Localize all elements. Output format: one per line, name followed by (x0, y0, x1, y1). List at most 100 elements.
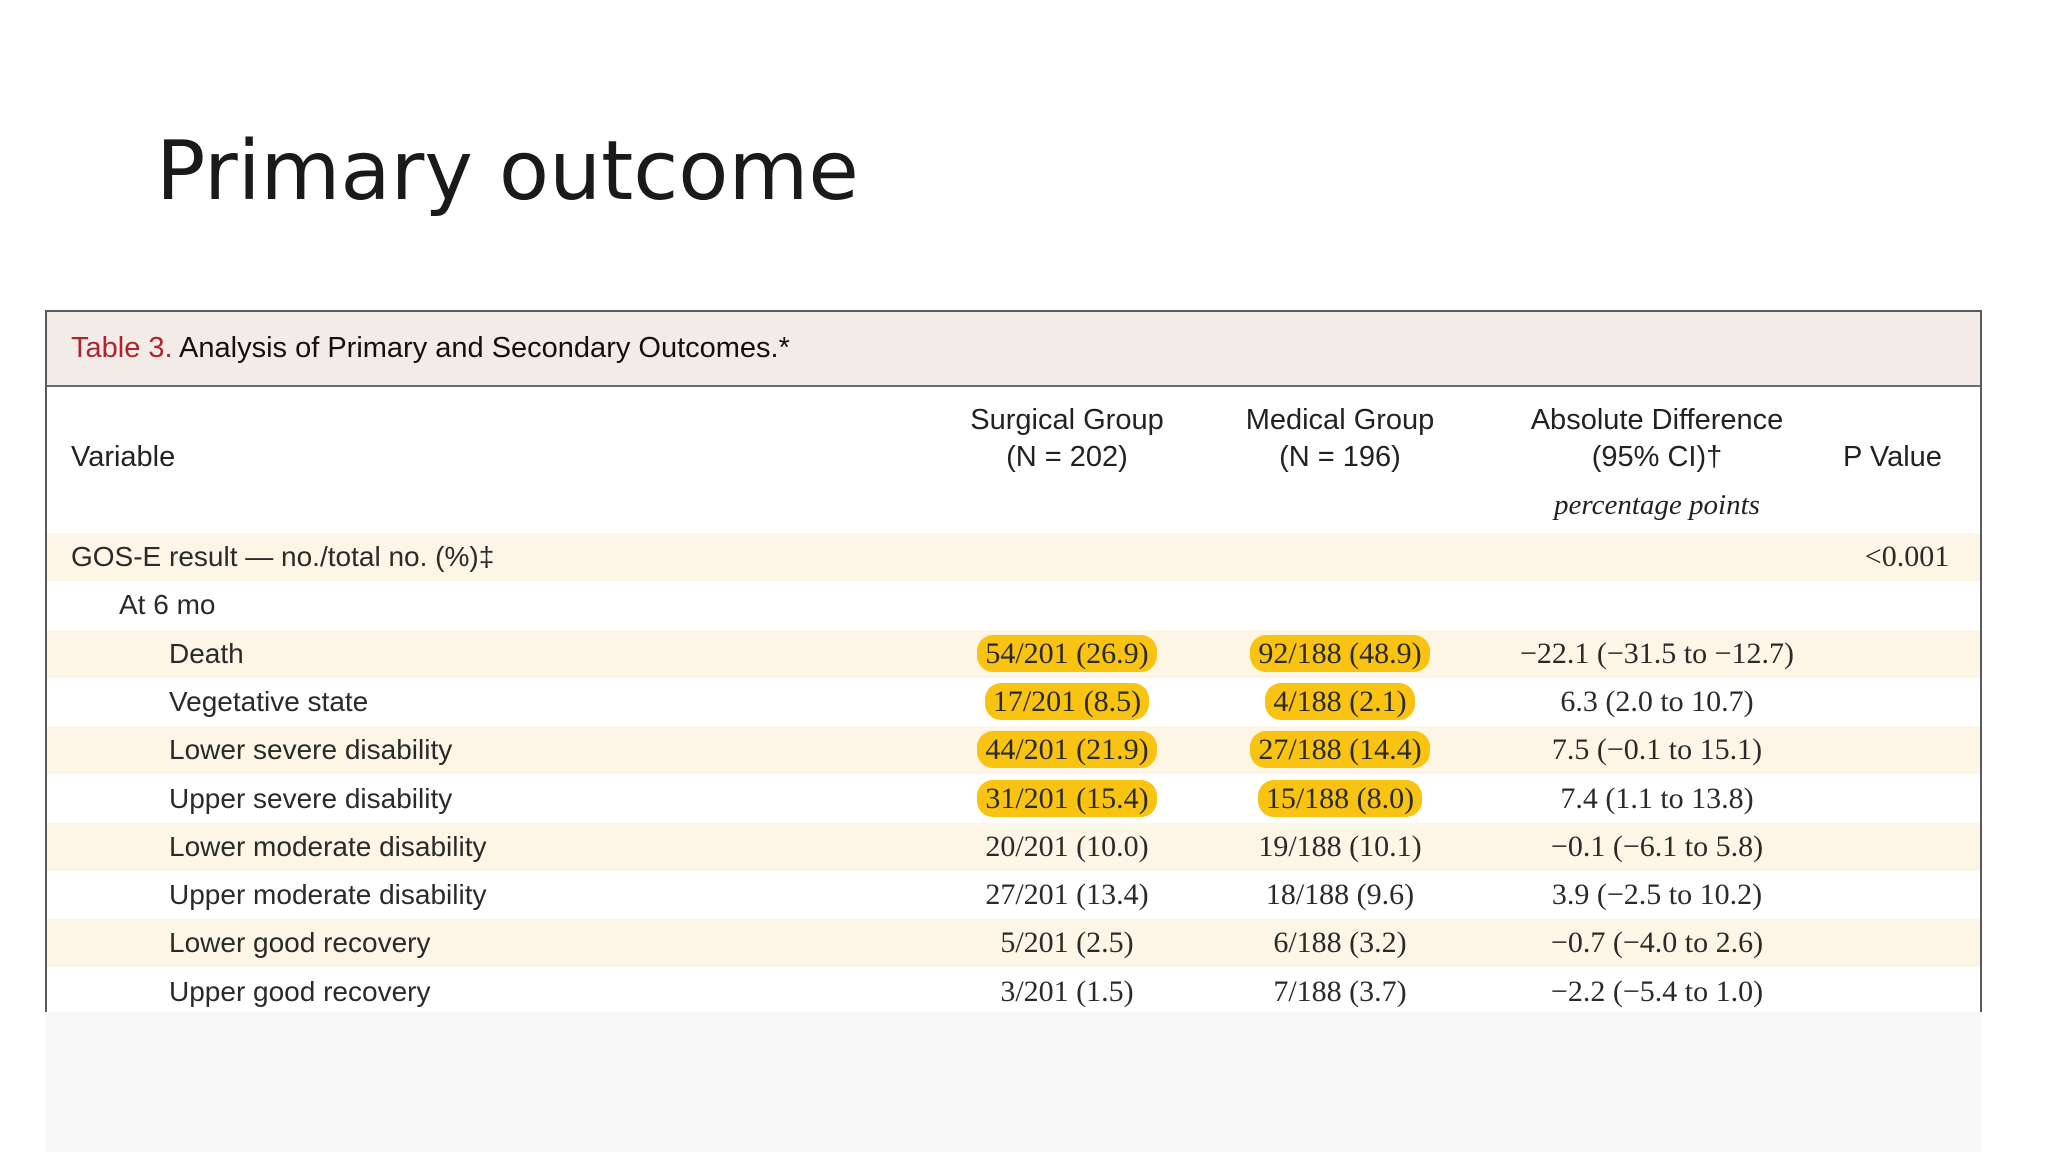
cell-difference: −0.7 (−4.0 to 2.6) (1477, 919, 1837, 967)
cell-medical-value: 92/188 (48.9) (1250, 634, 1430, 672)
cell-variable: Lower moderate disability (169, 830, 487, 862)
cell-variable: GOS-E result — no./total no. (%)‡ (71, 541, 495, 572)
cell-medical-value: 6/188 (3.2) (1273, 926, 1407, 960)
cell-medical: 7/188 (3.7) (1200, 968, 1480, 1012)
cell-difference (1477, 581, 1837, 629)
cell-medical-value: 15/188 (8.0) (1257, 779, 1423, 817)
cell-p-value (1837, 678, 1977, 726)
table-row: Lower good recovery 5/201 (2.5) 6/188 (3.2… (47, 919, 1980, 968)
table-row: Vegetative state 17/201 (8.5) 4/188 (2.1) 6… (47, 678, 1980, 726)
cell-variable: Upper good recovery (169, 975, 431, 1007)
table-row: Lower severe disability 44/201 (21.9) 27/1… (47, 726, 1980, 775)
cell-variable: Lower good recovery (169, 927, 431, 959)
cell-surgical: 3/201 (1.5) (927, 968, 1207, 1012)
cell-medical: 92/188 (48.9) (1200, 630, 1480, 678)
cell-difference: 7.5 (−0.1 to 15.1) (1477, 726, 1837, 774)
table-caption-text: Analysis of Primary and Secondary Outcom… (172, 332, 790, 364)
cell-p-value (1837, 968, 1977, 1012)
cell-medical (1200, 533, 1480, 581)
cell-p-value (1837, 823, 1977, 871)
header-medical-n: (N = 196) (1279, 441, 1401, 473)
cell-medical-value: 7/188 (3.7) (1273, 974, 1407, 1008)
cell-variable: Upper moderate disability (169, 879, 487, 911)
table-row: GOS-E result — no./total no. (%)‡ <0.001 (47, 533, 1980, 581)
cell-difference: −2.2 (−5.4 to 1.0) (1477, 968, 1837, 1012)
cell-medical: 27/188 (14.4) (1200, 726, 1480, 774)
cell-surgical-value: 31/201 (15.4) (977, 779, 1157, 817)
header-ci: (95% CI)† (1591, 441, 1723, 473)
cell-medical: 15/188 (8.0) (1200, 775, 1480, 823)
cell-difference: 7.4 (1.1 to 13.8) (1477, 775, 1837, 823)
table-row: At 6 mo (47, 581, 1980, 629)
cell-p-value (1837, 726, 1977, 774)
table-caption: Table 3. Analysis of Primary and Seconda… (71, 332, 790, 365)
cell-difference-value: 6.3 (2.0 to 10.7) (1560, 684, 1754, 718)
outcomes-table: Table 3. Analysis of Primary and Seconda… (45, 310, 1982, 1012)
header-p-value: P Value (1843, 441, 1942, 473)
cell-surgical-value: 27/201 (13.4) (985, 878, 1149, 912)
cell-medical: 19/188 (10.1) (1200, 823, 1480, 871)
cell-p-value-value: <0.001 (1864, 540, 1950, 573)
header-medical-group: Medical Group (1245, 404, 1435, 436)
cell-surgical (927, 533, 1207, 581)
table-caption-label: Table 3. (71, 332, 173, 364)
cell-surgical: 31/201 (15.4) (927, 775, 1207, 823)
cell-surgical-value: 3/201 (1.5) (1000, 974, 1134, 1008)
cell-surgical: 54/201 (26.9) (927, 630, 1207, 678)
cell-difference-value: 7.4 (1.1 to 13.8) (1560, 781, 1754, 815)
slide-title: Primary outcome (156, 124, 859, 219)
cell-difference-value: −0.7 (−4.0 to 2.6) (1550, 926, 1764, 960)
cell-difference-value: −22.1 (−31.5 to −12.7) (1519, 636, 1795, 670)
cell-difference-value: −2.2 (−5.4 to 1.0) (1550, 974, 1764, 1008)
table-row: Upper good recovery 3/201 (1.5) 7/188 (3.7… (47, 968, 1980, 1012)
slide-bottom-area (45, 1012, 1982, 1152)
header-units: percentage points (1554, 489, 1760, 521)
cell-medical: 18/188 (9.6) (1200, 871, 1480, 919)
cell-medical: 6/188 (3.2) (1200, 919, 1480, 967)
cell-variable: At 6 mo (119, 589, 216, 621)
table-row: Upper moderate disability 27/201 (13.4) 18… (47, 871, 1980, 919)
cell-surgical-value: 5/201 (2.5) (1000, 926, 1134, 960)
cell-p-value (1837, 581, 1977, 629)
header-surgical-n: (N = 202) (1006, 441, 1128, 473)
cell-variable: Lower severe disability (169, 734, 453, 766)
cell-p-value (1837, 630, 1977, 678)
cell-surgical-value: 17/201 (8.5) (984, 682, 1150, 720)
cell-p-value (1837, 871, 1977, 919)
cell-surgical: 5/201 (2.5) (927, 919, 1207, 967)
cell-difference: −0.1 (−6.1 to 5.8) (1477, 823, 1837, 871)
header-variable: Variable (71, 441, 176, 473)
cell-surgical-value: 20/201 (10.0) (985, 829, 1149, 863)
cell-p-value (1837, 775, 1977, 823)
cell-variable: Upper severe disability (169, 782, 453, 814)
cell-surgical-value: 54/201 (26.9) (977, 634, 1157, 672)
cell-surgical-value: 44/201 (21.9) (977, 731, 1157, 769)
cell-difference: 6.3 (2.0 to 10.7) (1477, 678, 1837, 726)
cell-difference: 3.9 (−2.5 to 10.2) (1477, 871, 1837, 919)
cell-medical-value: 4/188 (2.1) (1265, 682, 1415, 720)
cell-difference (1477, 533, 1837, 581)
cell-surgical: 27/201 (13.4) (927, 871, 1207, 919)
cell-difference-value: −0.1 (−6.1 to 5.8) (1550, 829, 1764, 863)
header-absolute-difference: Absolute Difference (1530, 404, 1784, 436)
table-row: Death 54/201 (26.9) 92/188 (48.9) −22.1 (−3… (47, 629, 1980, 678)
cell-p-value: <0.001 (1837, 533, 1977, 581)
cell-medical: 4/188 (2.1) (1200, 678, 1480, 726)
cell-difference-value: 3.9 (−2.5 to 10.2) (1551, 878, 1763, 912)
cell-surgical: 44/201 (21.9) (927, 726, 1207, 774)
cell-surgical: 20/201 (10.0) (927, 823, 1207, 871)
cell-p-value (1837, 919, 1977, 967)
cell-difference-value: 7.5 (−0.1 to 15.1) (1551, 733, 1763, 767)
cell-surgical: 17/201 (8.5) (927, 678, 1207, 726)
cell-surgical (927, 581, 1207, 629)
cell-medical-value: 18/188 (9.6) (1265, 878, 1415, 912)
cell-medical (1200, 581, 1480, 629)
cell-variable: Vegetative state (169, 685, 369, 717)
cell-difference: −22.1 (−31.5 to −12.7) (1477, 630, 1837, 678)
cell-medical-value: 19/188 (10.1) (1258, 829, 1422, 863)
cell-variable: Death (169, 637, 244, 669)
table-row: Lower moderate disability 20/201 (10.0) 19… (47, 822, 1980, 871)
header-surgical-group: Surgical Group (970, 404, 1164, 436)
table-caption-bar: Table 3. Analysis of Primary and Seconda… (47, 312, 1980, 387)
